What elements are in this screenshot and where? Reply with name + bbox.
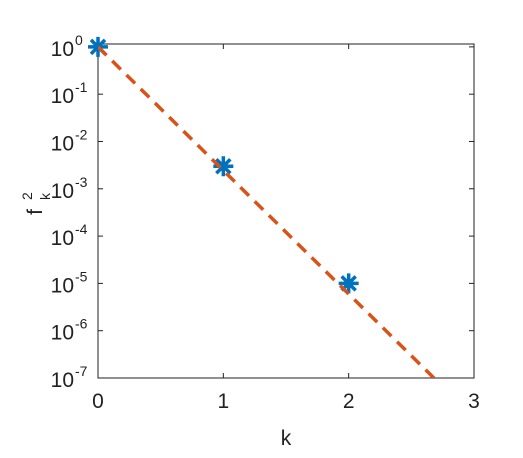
y-tick-exp: -2 (75, 126, 88, 142)
y-tick-exp: 0 (75, 32, 83, 48)
x-tick-label: 3 (468, 390, 480, 413)
y-tick-exp: -5 (75, 268, 88, 284)
y-tick-exp: -3 (75, 174, 88, 190)
y-tick-base: 10 (51, 369, 74, 392)
x-axis-label: k (281, 427, 292, 450)
y-label-sub: k (37, 192, 53, 200)
asterisk-marker (213, 156, 234, 177)
dashed-line (98, 45, 436, 378)
y-label-sup: 2 (19, 192, 35, 200)
y-tick-exp: -6 (75, 316, 88, 332)
y-tick-base: 10 (51, 274, 74, 297)
y-axis-label: f 2 k (19, 192, 53, 215)
x-tick-label: 2 (343, 390, 355, 413)
y-tick-exp: -7 (75, 363, 88, 379)
y-tick-exp: -4 (75, 221, 88, 237)
asterisk-marker (338, 273, 359, 294)
y-tick-base: 10 (51, 180, 74, 203)
y-label-base: f (24, 209, 47, 215)
y-tick-base: 10 (51, 38, 74, 61)
y-tick-base: 10 (51, 322, 74, 345)
y-tick-base: 10 (51, 227, 74, 250)
y-tick-exp: -1 (75, 79, 88, 95)
y-tick-base: 10 (51, 85, 74, 108)
x-tick-label: 1 (217, 390, 229, 413)
y-tick-base: 10 (51, 132, 74, 155)
axes-box (97, 43, 475, 379)
x-tick-label: 0 (92, 390, 104, 413)
